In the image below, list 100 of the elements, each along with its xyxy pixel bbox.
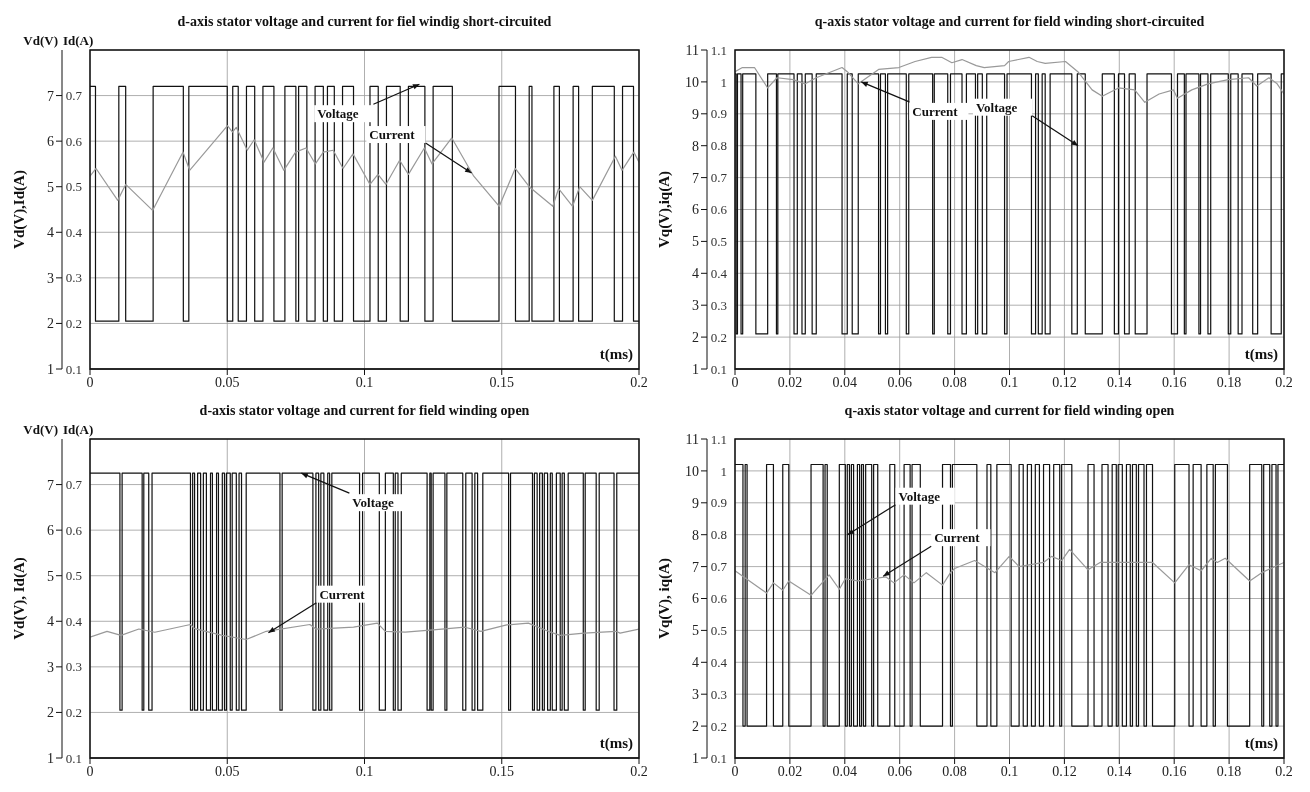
annotation: Voltage — [317, 106, 359, 122]
x-tick-label: 0.05 — [215, 374, 240, 390]
y-axis-title: Vd(V),Id(A) — [11, 170, 28, 249]
text: Vd(V) — [23, 422, 58, 437]
y2-tick-label: 0.4 — [65, 613, 83, 629]
x-tick-label: 0.1 — [1000, 374, 1019, 390]
x-tick-label: 0.04 — [832, 374, 858, 390]
x-tick-label: 0.2 — [1275, 374, 1293, 390]
x-tick-label: 0.15 — [489, 763, 514, 779]
y2-tick-label: 0.9 — [710, 495, 727, 511]
y-tick-label: 6 — [692, 202, 699, 218]
x-tick-label: 0.1 — [355, 374, 374, 390]
annotation: Voltage — [352, 495, 394, 511]
y-tick-label: 4 — [47, 614, 54, 630]
y2-tick-label: 0.6 — [65, 522, 83, 538]
y-axis-title: Vd(V), Id(A) — [11, 557, 28, 640]
y-tick-label: 9 — [692, 495, 699, 511]
y2-tick-label: 0.2 — [65, 316, 82, 332]
y2-tick-label: 0.2 — [710, 329, 727, 345]
y-tick-label: 1 — [47, 750, 54, 766]
y2-tick-label: 0.7 — [65, 477, 83, 493]
x-tick-label: 0.12 — [1052, 763, 1077, 779]
x-tick-label: 0.12 — [1052, 374, 1077, 390]
x-tick-label: 0.06 — [887, 763, 912, 779]
y-tick-label: 5 — [692, 623, 699, 639]
x-tick-label: 0.05 — [215, 763, 240, 779]
chart-title: d-axis stator voltage and current for field winding open — [199, 403, 530, 418]
x-tick-label: 0.08 — [942, 763, 967, 779]
y2-tick-label: 0.4 — [710, 654, 728, 670]
x-tick-label: 0 — [731, 763, 739, 779]
y-tick-label: 3 — [47, 270, 54, 286]
y-tick-label: 2 — [47, 316, 54, 332]
y2-tick-label: 0.7 — [65, 88, 83, 104]
x-axis-title: t(ms) — [599, 346, 633, 363]
y-tick-label: 7 — [692, 559, 699, 575]
y-tick-label: 11 — [685, 42, 699, 58]
y-tick-label: 11 — [685, 431, 699, 447]
x-tick-label: 0.16 — [1161, 374, 1187, 390]
x-tick-label: 0.18 — [1216, 374, 1242, 390]
y2-tick-label: 0.5 — [710, 623, 727, 639]
y2-tick-label: 0.7 — [710, 559, 728, 575]
y2-tick-label: 0.8 — [710, 527, 727, 543]
x-axis-title: t(ms) — [1244, 735, 1278, 752]
annotation: Current — [319, 586, 366, 602]
y-tick-label: 8 — [692, 138, 699, 154]
x-tick-label: 0.02 — [777, 763, 803, 779]
annotation: Voltage — [898, 488, 941, 504]
y-tick-label: 1 — [692, 750, 699, 766]
y-tick-label: 3 — [47, 659, 54, 675]
x-tick-label: 0.02 — [777, 374, 803, 390]
x-tick-label: 0 — [731, 374, 739, 390]
y-tick-label: 7 — [47, 477, 54, 493]
x-tick-label: 0.2 — [630, 763, 648, 779]
x-tick-label: 0 — [86, 763, 94, 779]
y-axis-title: Vq(V),iq(A) — [656, 170, 673, 249]
y-tick-label: 2 — [692, 719, 699, 735]
y2-tick-label: 0.4 — [710, 265, 728, 281]
y2-tick-label: 0.2 — [710, 718, 727, 734]
y2-tick-label: 0.1 — [65, 361, 82, 377]
y-tick-label: 7 — [47, 88, 54, 104]
y2-tick-label: 0.7 — [710, 170, 728, 186]
y2-tick-label: 1.1 — [710, 431, 727, 447]
y-tick-label: 4 — [692, 266, 699, 282]
x-tick-label: 0.04 — [832, 763, 858, 779]
y-tick-label: 5 — [692, 234, 699, 250]
y-tick-label: 6 — [47, 523, 54, 539]
y2-tick-label: 1.1 — [710, 42, 727, 58]
y2-tick-label: 0.6 — [710, 591, 728, 607]
x-tick-label: 0.16 — [1161, 763, 1187, 779]
y2-tick-label: 0.6 — [710, 202, 728, 218]
y-tick-label: 5 — [47, 179, 54, 195]
y2-axis-title: Id(A) — [63, 33, 94, 48]
y-tick-label: 6 — [692, 591, 699, 607]
y2-tick-label: 0.6 — [65, 133, 83, 149]
y2-tick-label: 0.4 — [65, 224, 83, 240]
y2-tick-label: 0.3 — [710, 297, 727, 313]
x-axis-title: t(ms) — [1244, 346, 1278, 363]
annotation: Current — [369, 127, 416, 143]
y2-tick-label: 0.1 — [65, 750, 82, 766]
y-tick-label: 2 — [692, 330, 699, 346]
x-tick-label: 0.15 — [489, 374, 514, 390]
y2-tick-label: 0.5 — [710, 234, 727, 250]
y2-axis-title: Id(A) — [63, 422, 94, 437]
x-tick-label: 0.1 — [355, 763, 374, 779]
y-tick-label: 1 — [692, 361, 699, 377]
y-axis-title: Vq(V), iq(A) — [656, 558, 673, 639]
y-tick-label: 3 — [692, 687, 699, 703]
y2-tick-label: 0.9 — [710, 106, 727, 122]
y2-tick-label: 0.5 — [65, 568, 82, 584]
y-tick-label: 4 — [47, 225, 54, 241]
y-tick-label: 7 — [692, 170, 699, 186]
x-tick-label: 0 — [86, 374, 94, 390]
y2-tick-label: 1 — [720, 74, 727, 90]
x-tick-label: 0.06 — [887, 374, 912, 390]
annotation: Voltage — [975, 99, 1018, 115]
annotation: Current — [912, 103, 959, 119]
y-tick-label: 4 — [692, 655, 699, 671]
chart-title: q-axis stator voltage and current for field winding open — [844, 403, 1175, 418]
y-tick-label: 2 — [47, 705, 54, 721]
chart-title: q-axis stator voltage and current for field winding short-circuited — [814, 14, 1205, 29]
